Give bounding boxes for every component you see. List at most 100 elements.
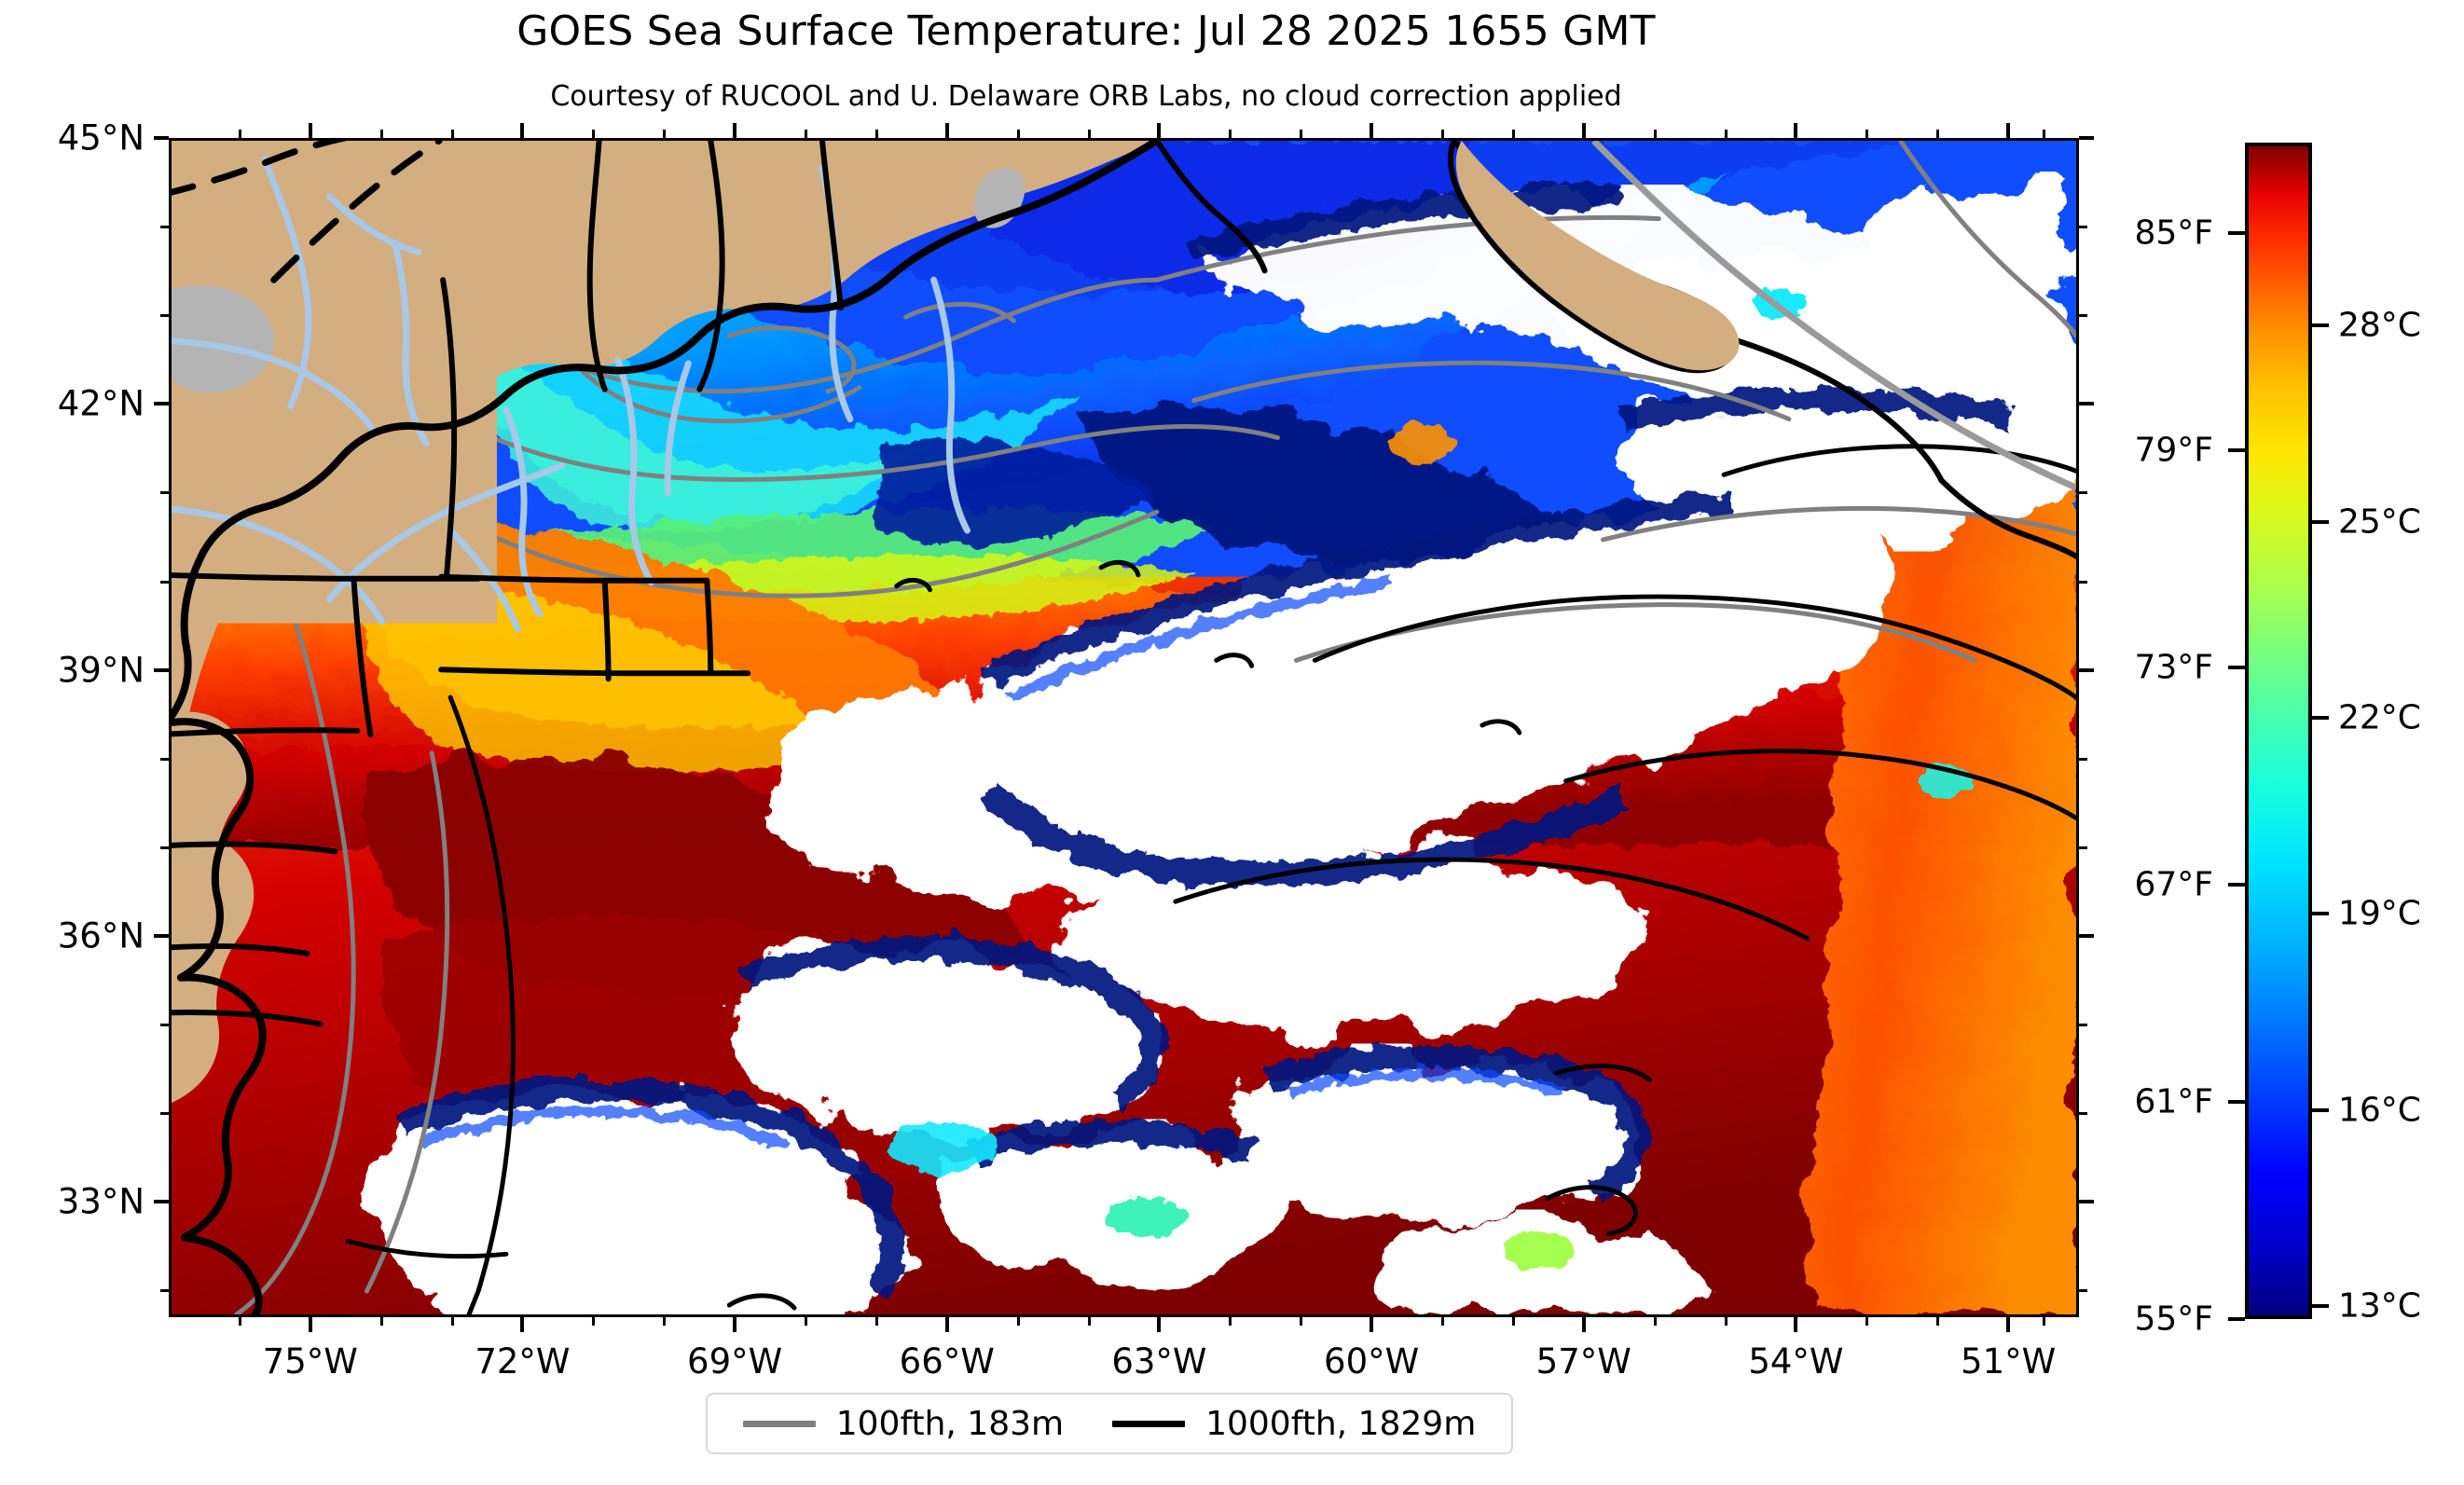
colorbar-label-celsius: 22°C	[2338, 698, 2421, 737]
x-tick-major	[2006, 123, 2011, 138]
y-tick-major	[2079, 136, 2094, 140]
y-tick-major	[154, 136, 169, 140]
x-tick-minor	[805, 1317, 807, 1326]
x-tick-major	[308, 1317, 312, 1332]
y-tick-major	[154, 667, 169, 672]
x-tick-minor	[1724, 1317, 1728, 1326]
x-tick-major	[1157, 1317, 1162, 1332]
x-tick-major	[944, 1317, 949, 1332]
legend-item-100fth: 100fth, 183m	[742, 1405, 1064, 1443]
x-tick-minor	[1511, 130, 1515, 138]
legend-line-100fth	[742, 1420, 816, 1427]
y-tick-major	[2079, 402, 2094, 406]
legend-label-1000fth: 1000fth, 1829m	[1205, 1404, 1477, 1443]
y-tick-minor	[160, 314, 169, 318]
x-axis-label: 60°W	[1324, 1341, 1420, 1382]
y-tick-minor	[2079, 846, 2087, 849]
y-tick-major	[2079, 667, 2094, 672]
x-tick-minor	[1653, 1317, 1657, 1326]
x-tick-minor	[1936, 1317, 1940, 1326]
colorbar-tick-fahrenheit	[2228, 231, 2245, 236]
x-axis-label: 66°W	[899, 1341, 995, 1382]
y-tick-minor	[2079, 757, 2087, 761]
colorbar-tick-fahrenheit	[2228, 1317, 2245, 1321]
lake-ontario	[172, 285, 275, 393]
x-tick-minor	[1865, 1317, 1869, 1326]
y-tick-major	[154, 1200, 169, 1204]
colorbar-label-fahrenheit: 79°F	[2134, 431, 2213, 470]
colorbar-tick-celsius	[2312, 1303, 2329, 1308]
x-tick-minor	[2043, 1317, 2046, 1326]
coastline	[172, 141, 1161, 1314]
colorbar-label-celsius: 19°C	[2338, 894, 2421, 933]
x-tick-minor	[1016, 130, 1020, 138]
x-tick-major	[2006, 1317, 2011, 1332]
y-tick-minor	[2079, 314, 2087, 318]
colorbar-tick-celsius	[2312, 912, 2329, 916]
y-tick-minor	[2079, 580, 2087, 584]
x-tick-major	[308, 123, 312, 138]
x-tick-major	[1370, 1317, 1374, 1332]
legend-item-1000fth: 1000fth, 1829m	[1112, 1405, 1476, 1443]
x-tick-minor	[238, 1317, 241, 1326]
y-tick-minor	[160, 491, 169, 495]
y-axis-label: 45°N	[57, 117, 145, 158]
x-tick-minor	[2043, 130, 2046, 138]
y-tick-minor	[160, 226, 169, 229]
x-tick-minor	[1016, 1317, 1020, 1326]
x-tick-minor	[379, 130, 383, 138]
colorbar[interactable]	[2245, 143, 2312, 1319]
colorbar-tick-celsius	[2312, 323, 2329, 328]
y-tick-minor	[160, 757, 169, 761]
colorbar-label-fahrenheit: 85°F	[2134, 213, 2213, 253]
x-axis-label: 51°W	[1961, 1341, 2057, 1382]
x-tick-minor	[1511, 1317, 1515, 1326]
x-tick-major	[1581, 123, 1586, 138]
x-tick-major	[1157, 123, 1162, 138]
colorbar-label-celsius: 28°C	[2338, 306, 2421, 345]
x-tick-major	[520, 1317, 525, 1332]
x-tick-major	[1581, 1317, 1586, 1332]
y-tick-minor	[160, 846, 169, 849]
x-tick-minor	[1087, 1317, 1091, 1326]
colorbar-tick-fahrenheit	[2228, 448, 2245, 453]
map-plot-area[interactable]	[169, 138, 2079, 1317]
x-axis-label: 54°W	[1748, 1341, 1844, 1382]
y-tick-minor	[160, 1024, 169, 1027]
colorbar-label-fahrenheit: 67°F	[2134, 865, 2213, 904]
x-tick-minor	[450, 1317, 454, 1326]
x-tick-minor	[238, 130, 241, 138]
colorbar-label-celsius: 25°C	[2338, 502, 2421, 542]
x-tick-minor	[805, 130, 807, 138]
x-tick-minor	[1229, 130, 1232, 138]
colorbar-tick-celsius	[2312, 519, 2329, 524]
y-tick-minor	[160, 580, 169, 584]
x-tick-major	[733, 1317, 737, 1332]
x-tick-minor	[1229, 1317, 1232, 1326]
x-tick-major	[944, 123, 949, 138]
colorbar-tick-fahrenheit	[2228, 883, 2245, 887]
x-tick-major	[1794, 123, 1798, 138]
colorbar-tick-fahrenheit	[2228, 1100, 2245, 1104]
y-tick-major	[154, 402, 169, 406]
y-tick-minor	[160, 1289, 169, 1293]
x-tick-minor	[1087, 130, 1091, 138]
colorbar-tick-fahrenheit	[2228, 666, 2245, 670]
x-tick-major	[1370, 123, 1374, 138]
x-tick-minor	[663, 130, 667, 138]
x-axis-label: 57°W	[1535, 1341, 1631, 1382]
canada-border-line	[1591, 141, 2076, 491]
x-axis-label: 75°W	[262, 1341, 358, 1382]
x-tick-major	[1794, 1317, 1798, 1332]
x-tick-minor	[1441, 1317, 1444, 1326]
colorbar-label-fahrenheit: 61°F	[2134, 1082, 2213, 1121]
x-tick-minor	[1653, 130, 1657, 138]
colorbar-tick-celsius	[2312, 715, 2329, 720]
sst-raster	[172, 141, 2076, 1314]
y-tick-minor	[2079, 226, 2087, 229]
y-tick-minor	[2079, 1024, 2087, 1027]
colorbar-label-fahrenheit: 73°F	[2134, 648, 2213, 687]
y-tick-major	[2079, 934, 2094, 938]
x-tick-major	[733, 123, 737, 138]
x-tick-minor	[592, 1317, 596, 1326]
